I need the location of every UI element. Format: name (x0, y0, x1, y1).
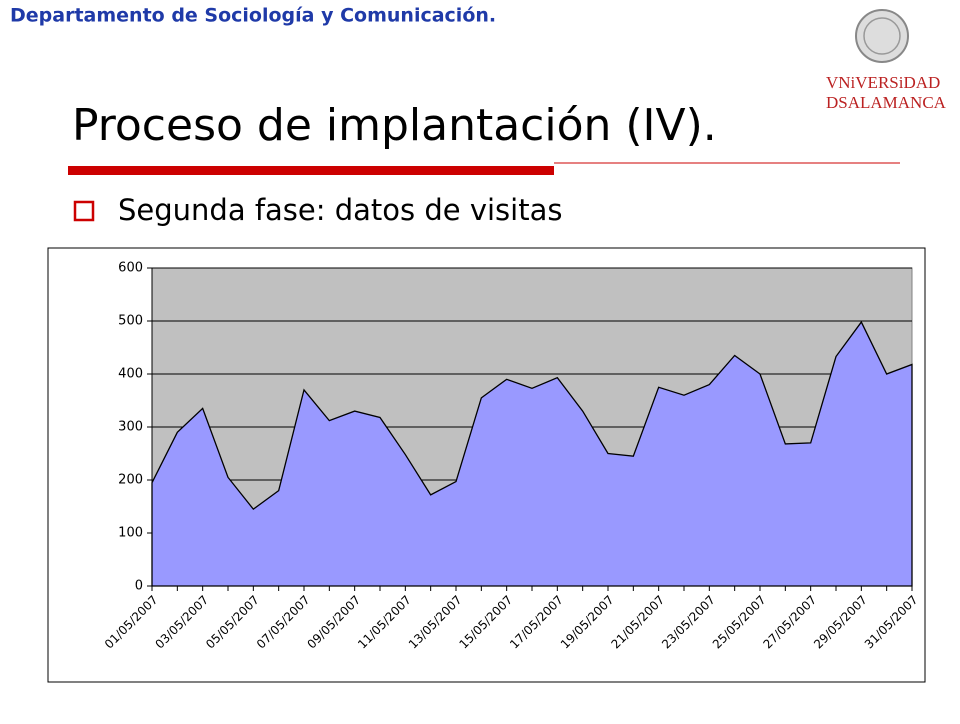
y-tick-label: 300 (118, 420, 143, 435)
title-bar (68, 166, 554, 175)
y-tick-label: 200 (118, 473, 143, 488)
y-tick-label: 600 (118, 261, 143, 276)
area (151, 320, 913, 587)
y-tick-label: 400 (118, 367, 143, 382)
logo-line: DSALAMANCA (826, 93, 947, 112)
bullet-text: Segunda fase: datos de visitas (118, 193, 562, 227)
header: Departamento de Sociología y Comunicació… (10, 5, 496, 27)
slide-title: Proceso de implantación (IV). (72, 100, 717, 151)
logo-line: VNiVERSiDAD (826, 73, 940, 92)
bullet-marker (73, 200, 95, 222)
y-tick-label: 100 (118, 526, 143, 541)
y-tick-label: 500 (118, 314, 143, 329)
y-tick-label: 0 (135, 579, 143, 594)
seal-ring (863, 17, 901, 55)
